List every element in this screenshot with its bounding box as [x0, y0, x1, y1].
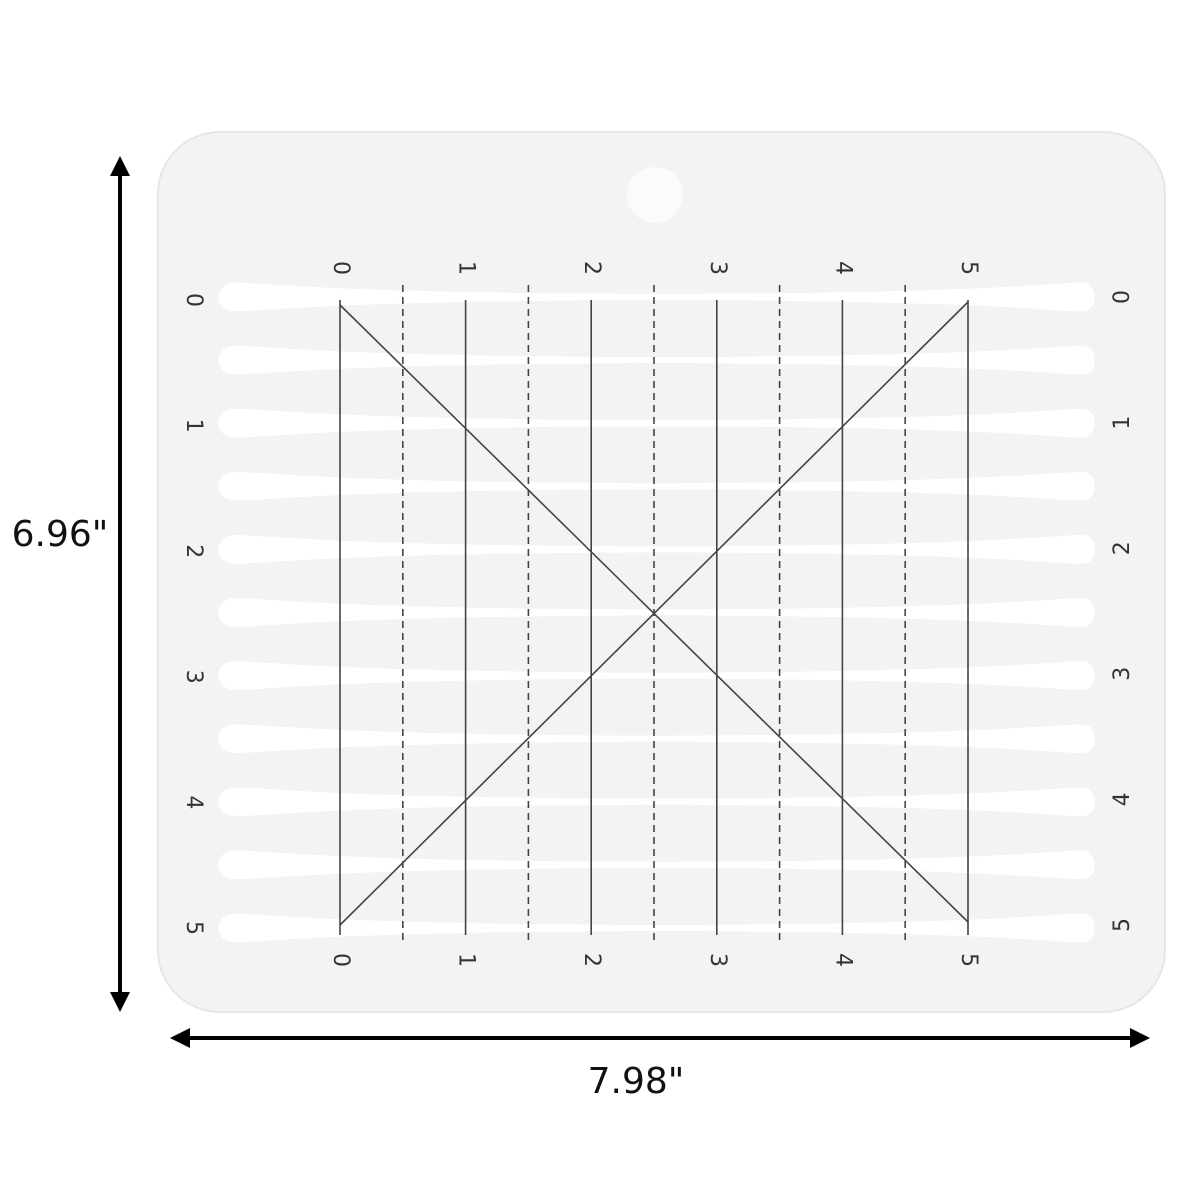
- scale-label: 2: [181, 544, 206, 558]
- height-label: 6.96": [12, 514, 109, 555]
- scale-label: 1: [454, 953, 479, 967]
- scale-label: 1: [1110, 416, 1135, 430]
- scale-label: 5: [1110, 918, 1135, 932]
- slot: [218, 661, 1095, 690]
- scale-label: 4: [830, 953, 855, 967]
- slot: [218, 535, 1095, 564]
- slot: [218, 345, 1095, 375]
- scale-label: 4: [1110, 792, 1135, 806]
- scale-label: 3: [181, 670, 206, 684]
- scale-label: 1: [454, 261, 479, 275]
- scale-label: 1: [181, 419, 206, 433]
- scale-label: 0: [328, 261, 353, 275]
- slot: [218, 598, 1095, 627]
- scale-label: 4: [830, 261, 855, 275]
- scale-label: 0: [328, 953, 353, 967]
- scale-label: 3: [1110, 667, 1135, 681]
- slot: [218, 408, 1095, 438]
- scale-label: 3: [705, 261, 730, 275]
- slot: [218, 282, 1095, 312]
- scale-label: 5: [956, 953, 981, 967]
- slot: [218, 724, 1095, 753]
- scale-label: 2: [579, 953, 604, 967]
- scale-label: 2: [579, 261, 604, 275]
- ruler-body: [157, 131, 1166, 1013]
- scale-label: 0: [181, 293, 206, 307]
- diagonal: [339, 301, 969, 926]
- scale-label: 5: [956, 261, 981, 275]
- slot: [218, 913, 1095, 943]
- width-label: 7.98": [588, 1061, 685, 1102]
- scale-label: 0: [1110, 290, 1135, 304]
- slot: [218, 472, 1095, 501]
- scale-label: 4: [181, 795, 206, 809]
- scale-label: 5: [181, 921, 206, 935]
- slot: [218, 850, 1095, 880]
- scale-label: 2: [1110, 541, 1135, 555]
- slot: [218, 787, 1095, 817]
- hang-hole: [627, 167, 683, 223]
- scale-label: 3: [705, 953, 730, 967]
